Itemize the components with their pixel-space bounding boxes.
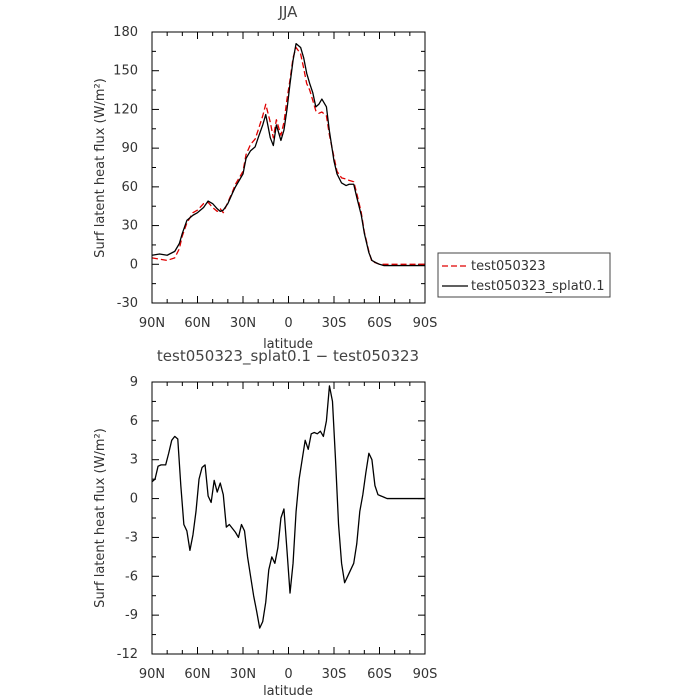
bottom-plot-frame (151, 381, 426, 655)
legend-label-series-1: test050323 (471, 259, 546, 274)
x-tick-label: 60S (367, 667, 392, 682)
bottom-panel: test050323_splat0.1 − test050323 90N 60N 3… (93, 347, 437, 699)
bottom-xlabel: latitude (263, 684, 313, 699)
top-panel: JJA 90N 60N 30N 0 30S 60S 90S -30 0 30 60 90 120 150 1… (93, 3, 437, 352)
y-tick-label: 9 (130, 375, 138, 390)
series-line-2 (151, 42, 425, 267)
y-tick-label: 180 (113, 25, 138, 40)
y-tick-label: 60 (121, 180, 138, 195)
top-title: JJA (278, 3, 299, 21)
x-tick-label: 60N (184, 316, 210, 331)
x-tick-label: 30S (322, 667, 347, 682)
top-ylabel: Surf latent heat flux (W/m²) (93, 78, 108, 258)
x-tick-label: 90S (413, 316, 438, 331)
x-tick-label: 0 (284, 316, 292, 331)
y-tick-label: -6 (125, 569, 138, 584)
x-tick-label: 90N (139, 316, 165, 331)
x-tick-label: 30S (322, 316, 347, 331)
y-tick-label: 0 (130, 257, 138, 272)
series-line-1 (151, 46, 425, 265)
top-plot-frame (151, 31, 426, 304)
x-tick-label: 30N (230, 667, 256, 682)
y-tick-label: 30 (121, 219, 138, 234)
bottom-ylabel: Surf latent heat flux (W/m²) (93, 428, 108, 608)
y-tick-label: -30 (117, 296, 138, 311)
x-tick-label: 30N (230, 316, 256, 331)
x-tick-label: 60S (367, 316, 392, 331)
bottom-axes: 90N 60N 30N 0 30S 60S 90S -12 -9 -6 -3 0 3 6 9 (117, 375, 438, 682)
y-tick-label: -3 (125, 530, 138, 545)
legend-box (437, 252, 611, 298)
series-line-1 (151, 385, 425, 629)
bottom-series-group (151, 385, 425, 629)
bottom-title: test050323_splat0.1 − test050323 (157, 347, 419, 366)
top-series-group (151, 42, 425, 267)
y-tick-label: 120 (113, 102, 138, 117)
top-axes: 90N 60N 30N 0 30S 60S 90S -30 0 30 60 90 120 150 180 (113, 25, 437, 331)
top-xlabel: latitude (263, 337, 313, 352)
x-tick-label: 60N (184, 667, 210, 682)
y-tick-label: 6 (130, 414, 138, 429)
y-tick-label: 90 (121, 141, 138, 156)
x-tick-label: 90S (413, 667, 438, 682)
legend: test050323 test050323_splat0.1 (437, 252, 611, 298)
x-tick-label: 90N (139, 667, 165, 682)
y-tick-label: -12 (117, 647, 138, 662)
y-tick-label: 0 (130, 492, 138, 507)
legend-label-series-2: test050323_splat0.1 (471, 279, 604, 294)
y-tick-label: 150 (113, 64, 138, 79)
y-tick-label: 3 (130, 453, 138, 468)
x-tick-label: 0 (284, 667, 292, 682)
y-tick-label: -9 (125, 608, 138, 623)
